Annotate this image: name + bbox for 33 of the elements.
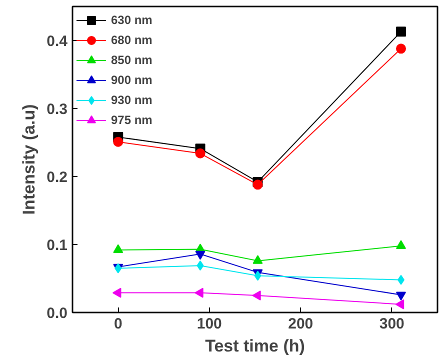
point xyxy=(252,180,263,190)
point xyxy=(252,290,261,300)
point xyxy=(195,250,206,260)
x-axis-title: Test time (h) xyxy=(205,336,305,356)
point xyxy=(252,255,263,264)
legend-label: 930 nm xyxy=(111,93,152,107)
legend-label: 630 nm xyxy=(111,13,152,27)
point xyxy=(113,136,124,147)
legend-label: 975 nm xyxy=(111,113,152,127)
point xyxy=(254,270,262,281)
point xyxy=(396,26,406,37)
x-tick-label: 0 xyxy=(114,316,122,332)
legend-label: 900 nm xyxy=(111,73,152,87)
point xyxy=(194,288,204,298)
y-tick-label: 0.4 xyxy=(46,33,68,50)
y-tick-label: 0.2 xyxy=(46,169,68,186)
legend-label: 680 nm xyxy=(111,33,152,47)
point xyxy=(196,260,204,271)
point xyxy=(113,244,124,254)
y-tick-label: 0.3 xyxy=(46,101,68,118)
legend-label: 850 nm xyxy=(111,53,152,67)
y-tick-label: 0.1 xyxy=(46,237,68,254)
point xyxy=(395,299,404,310)
point xyxy=(396,44,406,54)
x-tick-label: 200 xyxy=(288,316,314,332)
y-tick-label: 0.0 xyxy=(46,305,68,322)
point xyxy=(195,148,206,158)
point xyxy=(396,292,406,301)
x-tick-label: 300 xyxy=(379,316,404,332)
point xyxy=(396,240,406,249)
y-axis-title: Intensity (a.u) xyxy=(20,104,39,215)
x-tick-label: 100 xyxy=(196,316,222,332)
point xyxy=(112,288,122,298)
